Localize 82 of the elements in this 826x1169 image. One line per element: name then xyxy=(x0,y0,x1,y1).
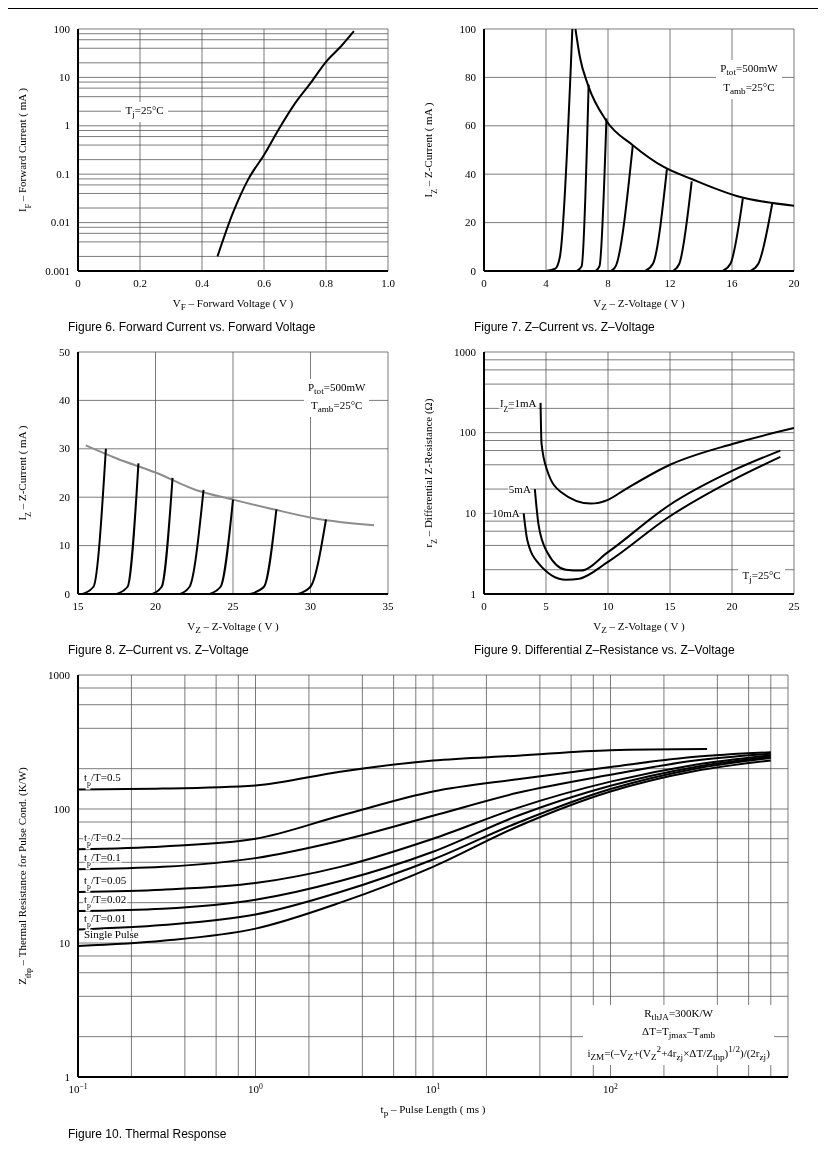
text: Figure 8. Z–Current vs. Z–Voltage xyxy=(68,643,250,658)
annotation: T$_{j}$=25°C xyxy=(125,102,164,121)
x-tick-label: 0 xyxy=(75,277,82,290)
x-axis-title: V$_{Z}$ – Z-Voltage ( V ) xyxy=(592,297,686,313)
series-label: t$_{p}$/T=0.5 xyxy=(84,771,122,789)
y-tick-label: 1000 xyxy=(454,345,477,358)
x-tick-label: 10$^{0}$ xyxy=(248,1082,264,1096)
x-tick-label: 4 xyxy=(543,277,550,290)
x-axis-title: V$_{Z}$ – Z-Voltage ( V ) xyxy=(592,620,686,636)
x-tick-label: 5 xyxy=(543,600,550,613)
text: Figure 7. Z–Current vs. Z–Voltage xyxy=(474,320,656,335)
series-label: I$_{Z}$=1mA xyxy=(499,397,537,414)
y-tick-label: 10 xyxy=(59,71,71,84)
x-tick-label: 1.0 xyxy=(381,277,396,290)
y-tick-label: 80 xyxy=(465,71,477,84)
x-tick-label: 10 xyxy=(602,600,614,613)
text: i$_{ZM}$=(–V$_{Z}$+(V$_{Z}$$^{2}$+4r$_{zj}$×ΔT/Z$_{thp}$)$^{1/2}$)/(2r$_{zj}$) xyxy=(587,1044,770,1063)
y-tick-label: 20 xyxy=(465,216,477,229)
x-tick-label: 0 xyxy=(481,600,488,613)
text: Figure 10. Thermal Response xyxy=(68,1126,228,1141)
x-tick-label: 10$^{2}$ xyxy=(603,1082,619,1096)
x-tick-label: 30 xyxy=(305,600,317,613)
x-tick-label: 20 xyxy=(150,600,162,613)
y-tick-label: 1 xyxy=(64,1071,70,1084)
y-tick-label: 50 xyxy=(59,345,71,358)
y-tick-label: 0 xyxy=(64,587,71,600)
y-tick-label: 60 xyxy=(465,119,477,132)
x-tick-label: 25 xyxy=(227,600,239,613)
y-tick-label: 0.1 xyxy=(56,167,70,180)
x-tick-label: 0.8 xyxy=(319,277,334,290)
y-tick-label: 100 xyxy=(459,22,477,35)
x-tick-label: 8 xyxy=(605,277,612,290)
annotation: R$_{thJA}$=300K/W xyxy=(643,1006,714,1025)
series-label: t$_{p}$/T=0.01 xyxy=(84,911,127,929)
annotation: T$_{amb}$=25°C xyxy=(722,79,776,98)
series-label: 10mA xyxy=(492,507,520,520)
annotation: ΔT=T$_{jmax}$–T$_{amb}$ xyxy=(641,1024,717,1043)
y-tick-label: 40 xyxy=(59,394,71,407)
y-tick-label: 1 xyxy=(470,587,476,600)
y-tick-label: 100 xyxy=(459,426,477,439)
annotation: T$_{amb}$=25°C xyxy=(309,398,364,417)
x-axis-title: t$_{p}$ – Pulse Length ( ms ) xyxy=(379,1103,487,1119)
x-tick-label: 15 xyxy=(664,600,676,613)
series-label: t$_{p}$/T=0.05 xyxy=(84,874,127,891)
x-tick-label: 25 xyxy=(788,600,800,613)
x-tick-label: 0.6 xyxy=(257,277,272,290)
y-tick-label: 10 xyxy=(59,539,71,552)
text: Figure 6. Forward Current vs. Forward Voltage xyxy=(68,320,317,335)
series-label: t$_{p}$/T=0.2 xyxy=(84,831,121,849)
series-label: Single Pulse xyxy=(84,928,139,941)
series-label: 5mA xyxy=(508,483,531,496)
x-tick-label: 20 xyxy=(788,277,800,290)
y-tick-label: 1000 xyxy=(48,669,71,682)
x-tick-label: 0.2 xyxy=(133,277,147,290)
x-axis-title: V$_{F}$ – Forward Voltage ( V ) xyxy=(171,297,295,313)
text: Figure 9. Differential Z–Resistance vs. Z–Voltage xyxy=(474,643,736,658)
y-tick-label: 0 xyxy=(470,264,477,277)
y-tick-label: 30 xyxy=(59,442,71,455)
y-tick-label: 1 xyxy=(64,119,70,132)
y-tick-label: 20 xyxy=(59,491,71,504)
annotation: T$_{j}$=25°C xyxy=(742,567,781,586)
y-tick-label: 40 xyxy=(465,167,477,180)
y-tick-label: 10 xyxy=(465,507,477,520)
series-label: t$_{p}$/T=0.02 xyxy=(84,893,127,910)
annotation: P$_{tot}$=500mW xyxy=(720,61,778,80)
x-axis-title: V$_{Z}$ – Z-Voltage ( V ) xyxy=(186,620,280,636)
y-tick-label: 100 xyxy=(53,803,71,816)
x-tick-label: 0 xyxy=(481,277,488,290)
x-tick-label: 10$^{−1}$ xyxy=(68,1082,88,1096)
x-tick-label: 12 xyxy=(664,277,676,290)
x-tick-label: 35 xyxy=(382,600,394,613)
series-label: t$_{p}$/T=0.1 xyxy=(84,851,121,869)
annotation: P$_{tot}$=500mW xyxy=(307,379,366,398)
x-tick-label: 0.4 xyxy=(195,277,210,290)
x-tick-label: 20 xyxy=(726,600,738,613)
y-tick-label: 0.001 xyxy=(45,264,70,277)
y-tick-label: 10 xyxy=(59,937,71,950)
y-tick-label: 0.01 xyxy=(50,216,70,229)
y-tick-label: 100 xyxy=(53,22,71,35)
x-tick-label: 15 xyxy=(72,600,84,613)
x-tick-label: 10$^{1}$ xyxy=(425,1082,441,1096)
x-tick-label: 16 xyxy=(726,277,738,290)
